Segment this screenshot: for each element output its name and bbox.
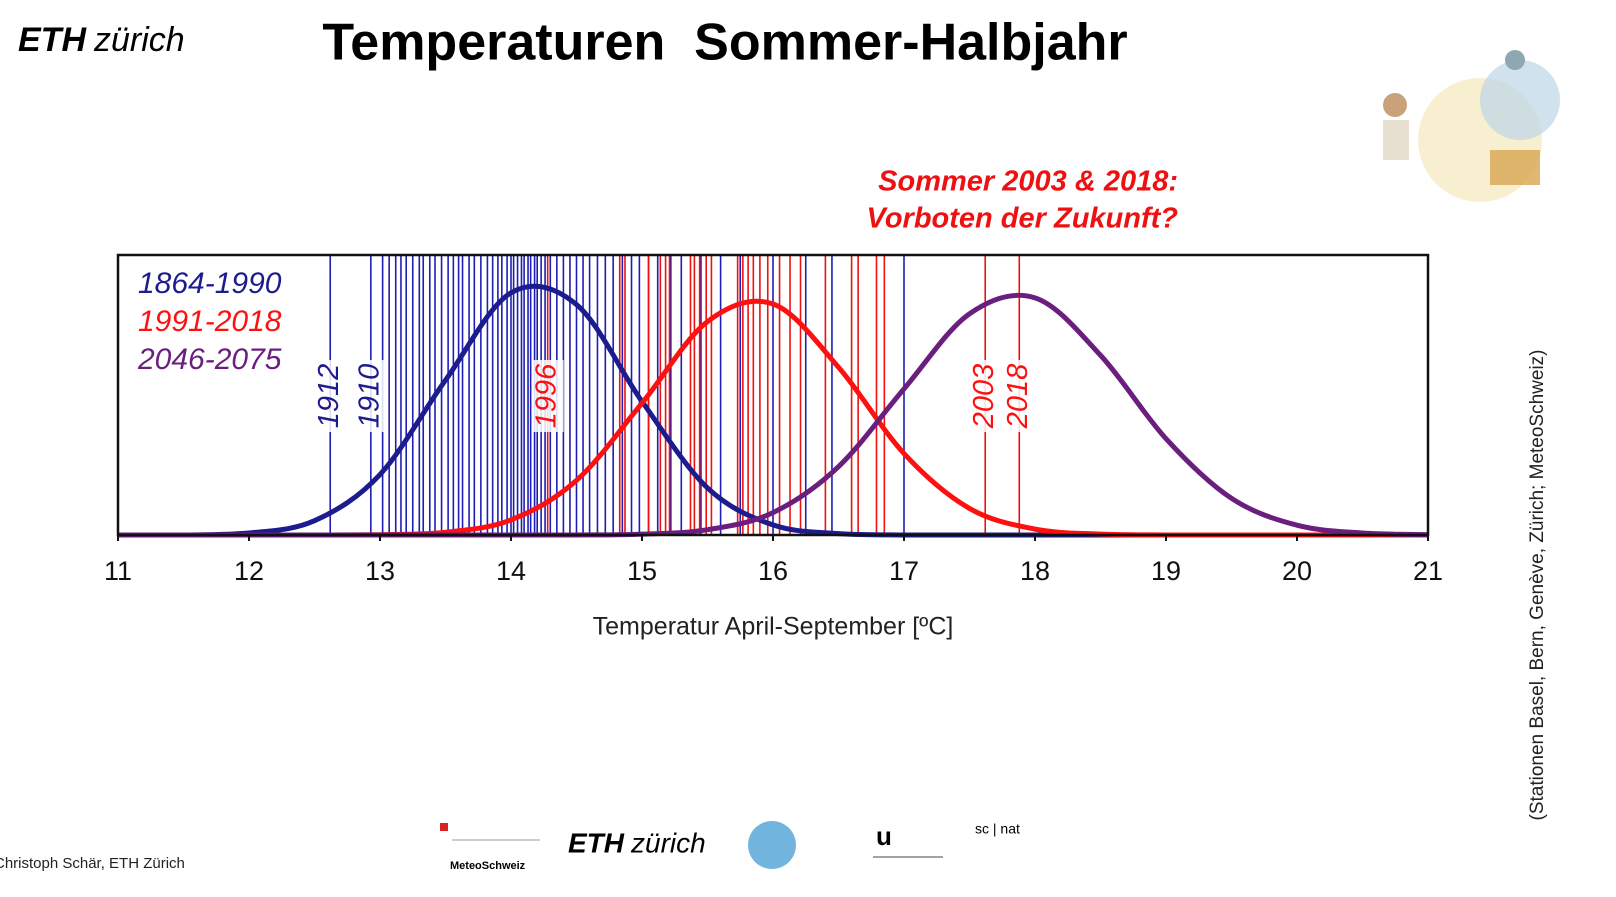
x-tick-label: 13	[365, 556, 395, 586]
x-tick-label: 17	[889, 556, 919, 586]
logo-mark	[440, 823, 448, 831]
x-tick-label: 16	[758, 556, 788, 586]
footer-author: Christoph Schär, ETH Zürich	[0, 855, 185, 872]
annotation: Vorboten der Zukunft?	[867, 203, 1179, 235]
illustration-figure	[1490, 150, 1540, 185]
logo-mark	[748, 821, 796, 869]
illustration-figure	[1383, 120, 1409, 160]
logo-eth: ETH	[18, 21, 87, 59]
year-label: 2018	[1002, 364, 1034, 430]
side-note: (Stationen Basel, Bern, Genève, Zürich; …	[1527, 349, 1548, 820]
x-tick-label: 14	[496, 556, 526, 586]
chart-title: Temperaturen Sommer-Halbjahr	[322, 14, 1127, 72]
legend-label: 1864-1990	[138, 267, 282, 300]
x-tick-label: 20	[1282, 556, 1312, 586]
background	[0, 0, 1616, 897]
annotation: Sommer 2003 & 2018:	[878, 166, 1178, 198]
x-tick-label: 21	[1413, 556, 1443, 586]
illustration-bg	[1480, 60, 1560, 140]
illustration-figure	[1505, 50, 1525, 70]
footer-logo: MeteoSchweiz	[450, 860, 526, 872]
footer-logo: sc | nat	[975, 821, 1020, 837]
year-label: 1912	[313, 364, 345, 429]
x-tick-label: 12	[234, 556, 264, 586]
logo-zurich: zürich	[93, 21, 185, 59]
footer-logo: ETH	[568, 827, 625, 858]
year-label: 1996	[530, 363, 562, 428]
x-axis-label: Temperatur April-September [ºC]	[593, 613, 954, 641]
year-label: 2003	[968, 364, 1000, 430]
page: {"logo": {"eth": "ETH", "zurich": "züric…	[0, 0, 1616, 897]
x-tick-label: 11	[104, 556, 132, 586]
footer-logo: zürich	[630, 827, 706, 858]
slide: ETH zürich Temperaturen Sommer-Halbjahr …	[0, 0, 1616, 897]
legend-label: 2046-2075	[137, 343, 282, 376]
illustration-figure	[1383, 93, 1407, 117]
year-label: 1910	[353, 364, 385, 429]
x-tick-label: 18	[1020, 556, 1050, 586]
x-tick-label: 15	[627, 556, 657, 586]
legend-label: 1991-2018	[138, 305, 282, 338]
x-tick-label: 19	[1151, 556, 1181, 586]
footer-logo: u	[876, 821, 892, 851]
